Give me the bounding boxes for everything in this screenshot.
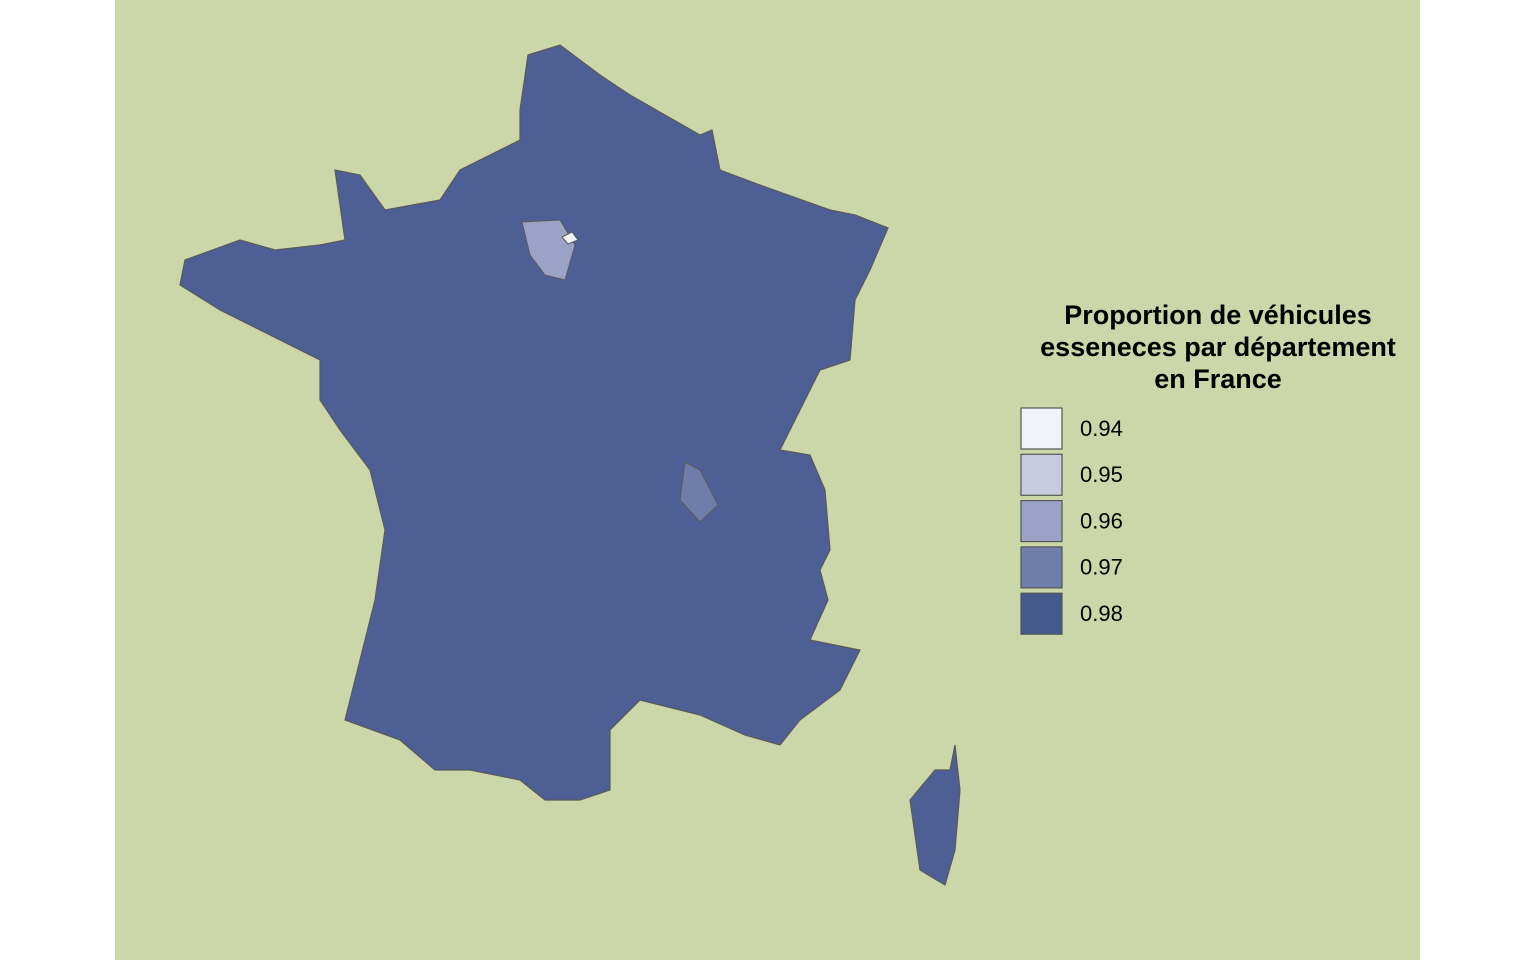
legend-label: 0.94 bbox=[1080, 416, 1123, 441]
legend-label: 0.96 bbox=[1080, 508, 1123, 533]
legend-swatch bbox=[1020, 407, 1063, 450]
legend-label: 0.95 bbox=[1080, 462, 1123, 487]
legend-swatch bbox=[1020, 592, 1063, 635]
legend-label: 0.98 bbox=[1080, 601, 1123, 626]
mainland-france bbox=[179, 44, 889, 801]
rhone-region bbox=[679, 461, 719, 523]
legend-swatch bbox=[1020, 453, 1063, 496]
paris-region bbox=[521, 219, 576, 281]
legend-title: Proportion de véhicules bbox=[1064, 300, 1372, 330]
paris-city bbox=[561, 231, 579, 245]
corsica bbox=[909, 744, 961, 886]
legend-title: en France bbox=[1154, 364, 1282, 394]
legend-title: esseneces par département bbox=[1040, 332, 1396, 362]
legend-label: 0.97 bbox=[1080, 555, 1123, 580]
legend-swatch bbox=[1020, 500, 1063, 543]
legend-swatch bbox=[1020, 546, 1063, 589]
